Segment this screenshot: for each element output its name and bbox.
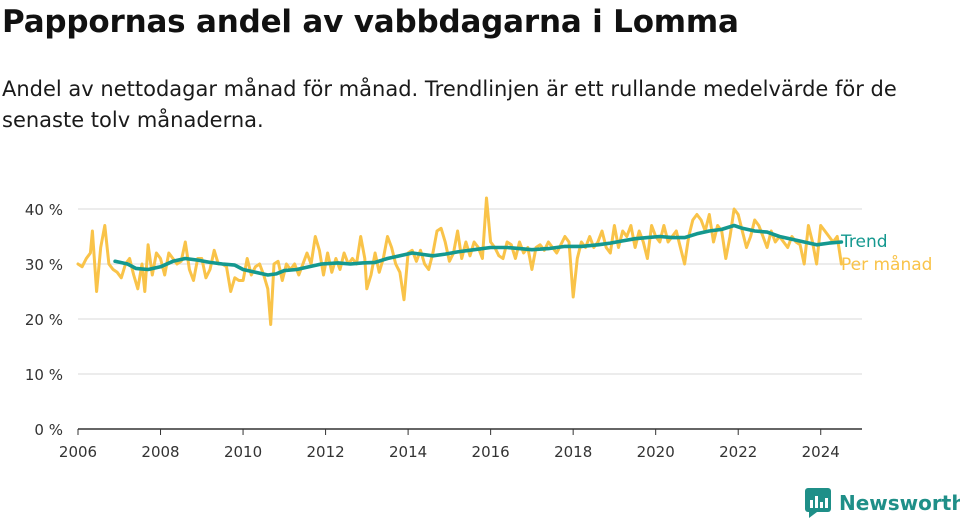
y-tick-label: 30 % [25,256,63,274]
y-tick-label: 10 % [25,366,63,384]
y-tick-label: 20 % [25,311,63,329]
x-tick-label: 2012 [306,443,344,461]
x-tick-label: 2010 [224,443,262,461]
x-tick-label: 2024 [802,443,840,461]
brand: Newsworthy [805,488,960,518]
x-tick-label: 2016 [472,443,510,461]
legend-label-trend: Trend [840,232,888,252]
series-line-per-manad [76,196,843,326]
y-tick-label: 40 % [25,201,63,219]
legend-label-per-manad: Per månad [841,254,932,275]
x-tick-label: 2022 [719,443,757,461]
brand-name: Newsworthy [839,491,960,515]
x-tick-label: 2014 [389,443,427,461]
x-tick-label: 2020 [637,443,675,461]
x-tick-label: 2008 [141,443,179,461]
chart-subtitle: Andel av nettodagar månad för månad. Tre… [2,77,897,132]
series-line-trend [113,223,844,277]
x-tick-label: 2018 [554,443,592,461]
chart-title: Pappornas andel av vabbdagarna i Lomma [2,4,739,40]
y-tick-label: 0 % [34,421,63,439]
newsworthy-logo-icon [805,488,831,518]
x-tick-label: 2006 [59,443,97,461]
